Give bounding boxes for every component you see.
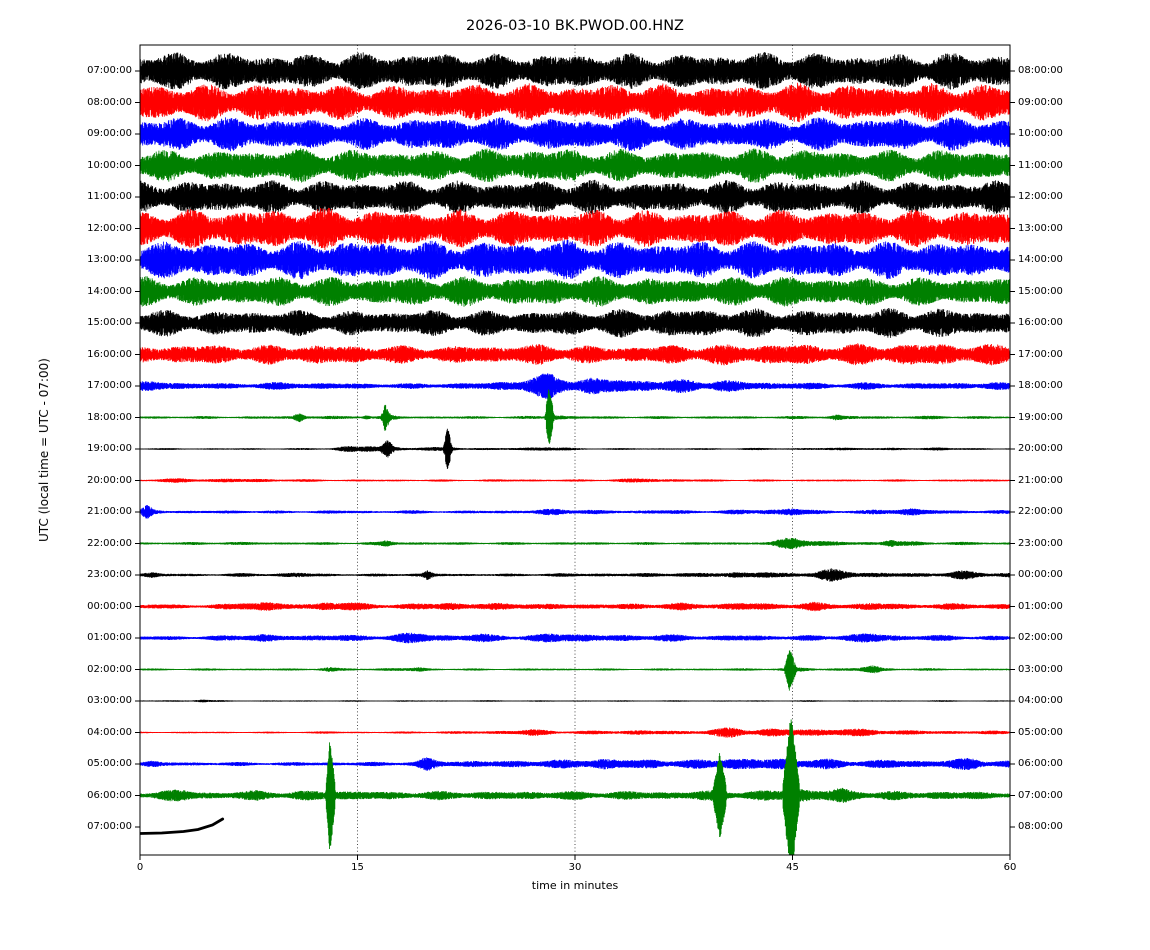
y-axis-left-tick-label: 02:00:00 bbox=[87, 663, 132, 675]
y-axis-right-tick-label: 06:00:00 bbox=[1018, 758, 1063, 769]
y-axis-left-tick-label: 21:00:00 bbox=[87, 506, 132, 517]
y-axis-right-tick-label: 08:00:00 bbox=[1018, 821, 1063, 832]
y-axis-right-tick-label: 13:00:00 bbox=[1018, 222, 1063, 234]
y-axis-left-tick-label: 07:00:00 bbox=[87, 65, 132, 76]
x-axis-tick-label: 15 bbox=[351, 862, 364, 873]
y-axis-right-tick-label: 08:00:00 bbox=[1018, 65, 1063, 76]
y-axis-left-tick-label: 09:00:00 bbox=[87, 128, 132, 139]
x-axis-tick-label: 0 bbox=[136, 862, 144, 873]
y-axis-left-tick-label: 23:00:00 bbox=[87, 569, 132, 580]
y-axis-right-tick-label: 10:00:00 bbox=[1018, 128, 1063, 139]
y-axis-right-tick-label: 15:00:00 bbox=[1018, 285, 1063, 297]
y-axis-right-tick-label: 19:00:00 bbox=[1018, 411, 1063, 423]
y-axis-right-tick-label: 07:00:00 bbox=[1018, 789, 1063, 801]
y-axis-left-tick-label: 17:00:00 bbox=[87, 380, 132, 391]
figure-title: 2026-03-10 BK.PWOD.00.HNZ bbox=[466, 18, 684, 34]
y-axis-right-tick-label: 01:00:00 bbox=[1018, 600, 1063, 612]
x-axis-tick-label: 45 bbox=[786, 862, 799, 873]
y-axis-right-tick-label: 02:00:00 bbox=[1018, 632, 1063, 643]
y-axis-left-tick-label: 04:00:00 bbox=[87, 726, 132, 738]
y-axis-left-tick-label: 06:00:00 bbox=[87, 789, 132, 801]
y-axis-left-tick-label: 13:00:00 bbox=[87, 254, 132, 265]
y-axis-right-tick-label: 23:00:00 bbox=[1018, 537, 1063, 549]
y-axis-left-tick-label: 01:00:00 bbox=[87, 632, 132, 643]
y-axis-left-tick-label: 18:00:00 bbox=[87, 411, 132, 423]
y-axis-left-tick-label: 07:00:00 bbox=[87, 821, 132, 832]
y-axis-right-tick-label: 09:00:00 bbox=[1018, 96, 1063, 108]
y-axis-left-tick-label: 08:00:00 bbox=[87, 96, 132, 108]
y-axis-left-tick-label: 19:00:00 bbox=[87, 443, 132, 454]
y-axis-right-tick-label: 20:00:00 bbox=[1018, 443, 1063, 454]
y-axis-right-tick-label: 22:00:00 bbox=[1018, 506, 1063, 517]
y-axis-right-tick-label: 12:00:00 bbox=[1018, 191, 1063, 202]
y-axis-left-tick-label: 05:00:00 bbox=[87, 758, 132, 769]
y-axis-right-tick-label: 14:00:00 bbox=[1018, 254, 1063, 265]
x-axis-tick-label: 60 bbox=[1003, 862, 1017, 873]
y-axis-left-tick-label: 22:00:00 bbox=[87, 537, 132, 549]
y-axis-right-tick-label: 05:00:00 bbox=[1018, 726, 1063, 738]
y-axis-left-tick-label: 15:00:00 bbox=[87, 317, 132, 328]
y-axis-right-tick-label: 17:00:00 bbox=[1018, 348, 1063, 360]
y-axis-left-tick-label: 03:00:00 bbox=[87, 695, 132, 706]
y-axis-right-tick-label: 21:00:00 bbox=[1018, 474, 1063, 486]
x-axis-label: time in minutes bbox=[531, 879, 619, 892]
y-axis-left-tick-label: 10:00:00 bbox=[87, 159, 132, 171]
y-axis-left-tick-label: 14:00:00 bbox=[87, 285, 132, 297]
y-axis-right-tick-label: 00:00:00 bbox=[1018, 569, 1063, 580]
y-axis-right-tick-label: 16:00:00 bbox=[1018, 317, 1063, 328]
y-axis-right-tick-label: 04:00:00 bbox=[1018, 695, 1063, 706]
y-axis-left-tick-label: 16:00:00 bbox=[87, 348, 132, 360]
y-axis-right-tick-label: 11:00:00 bbox=[1018, 159, 1063, 171]
y-axis-left-tick-label: 12:00:00 bbox=[87, 222, 132, 234]
x-axis-tick-label: 30 bbox=[568, 862, 582, 873]
y-axis-right-tick-label: 03:00:00 bbox=[1018, 663, 1063, 675]
y-axis-right-tick-label: 18:00:00 bbox=[1018, 380, 1063, 391]
y-axis-left-tick-label: 20:00:00 bbox=[87, 474, 132, 486]
y-axis-left-tick-label: 00:00:00 bbox=[87, 600, 132, 612]
y-axis-left-tick-label: 11:00:00 bbox=[87, 191, 132, 202]
y-axis-label: UTC (local time = UTC - 07:00) bbox=[37, 358, 51, 542]
